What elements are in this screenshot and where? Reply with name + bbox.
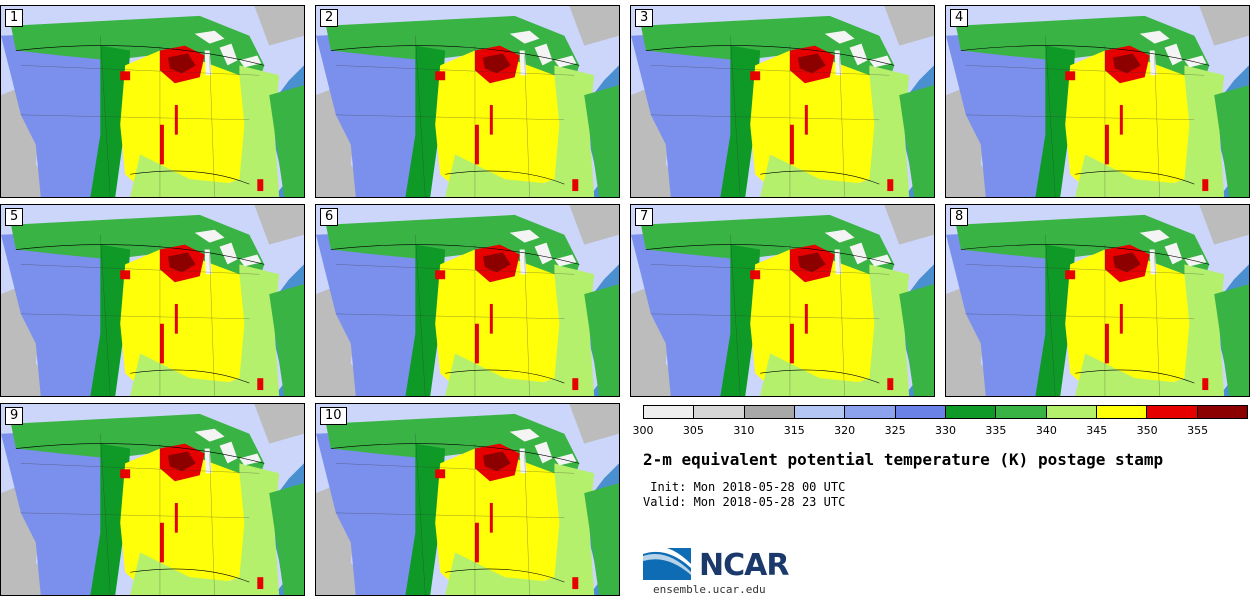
colorbar-box — [794, 406, 846, 418]
colorbar-tick-label: 330 — [935, 424, 956, 437]
colorbar-box — [1197, 406, 1247, 418]
colorbar-tick-label: 300 — [632, 424, 654, 437]
colorbar-tick-label: 335 — [985, 424, 1007, 437]
colorbar-box — [895, 406, 946, 418]
member-number-label: 4 — [950, 9, 969, 27]
colorbar-tick-label: 320 — [834, 424, 856, 437]
member-number-label: 6 — [320, 208, 339, 226]
postage-stamp-member-3[interactable]: 3 — [630, 5, 935, 198]
colorbar-box — [744, 406, 795, 418]
init-time: Init: Mon 2018-05-28 00 UTC — [643, 480, 846, 494]
colorbar-tick-label: 310 — [733, 424, 755, 437]
postage-stamp-member-6[interactable]: 6 — [315, 204, 620, 397]
colorbar-tick-label: 315 — [783, 424, 805, 437]
member-number-label: 7 — [635, 208, 654, 226]
postage-stamp-member-1[interactable]: 1 — [0, 5, 305, 198]
map-image — [631, 6, 934, 197]
map-image — [1, 6, 304, 197]
colorbar-box — [845, 406, 896, 418]
postage-stamp-member-5[interactable]: 5 — [0, 204, 305, 397]
valid-time: Valid: Mon 2018-05-28 23 UTC — [643, 495, 846, 509]
map-image — [316, 6, 619, 197]
colorbar-box — [644, 406, 695, 418]
ncar-logo-icon — [643, 546, 691, 580]
figure-title: 2-m equivalent potential temperature (K)… — [643, 450, 1164, 469]
map-image — [946, 6, 1249, 197]
postage-stamp-member-8[interactable]: 8 — [945, 204, 1250, 397]
colorbar-tick-label: 340 — [1035, 424, 1057, 437]
postage-stamp-member-9[interactable]: 9 — [0, 403, 305, 596]
postage-stamp-member-4[interactable]: 4 — [945, 5, 1250, 198]
postage-stamp-member-10[interactable]: 10 — [315, 403, 620, 596]
map-image — [316, 205, 619, 396]
ncar-logo-text: NCAR — [699, 548, 789, 583]
colorbar-ticks: 300 305 310 315 320 325 330 335 340 345 350 355 — [633, 424, 1248, 440]
colorbar-tick-label: 345 — [1086, 424, 1108, 437]
member-number-label: 5 — [5, 208, 24, 226]
member-number-label: 8 — [950, 208, 969, 226]
map-image — [316, 404, 619, 595]
colorbar-box — [1096, 406, 1148, 418]
postage-stamp-member-7[interactable]: 7 — [630, 204, 935, 397]
postage-stamp-member-2[interactable]: 2 — [315, 5, 620, 198]
member-number-label: 1 — [5, 9, 24, 27]
colorbar-box — [1147, 406, 1198, 418]
colorbar-tick-label: 355 — [1187, 424, 1209, 437]
colorbar — [643, 405, 1248, 419]
member-number-label: 2 — [320, 9, 339, 27]
website-url[interactable]: ensemble.ucar.edu — [653, 583, 766, 596]
colorbar-box — [694, 406, 745, 418]
member-number-label: 10 — [320, 407, 347, 425]
map-image — [631, 205, 934, 396]
colorbar-tick-label: 325 — [884, 424, 906, 437]
colorbar-tick-label: 350 — [1136, 424, 1158, 437]
map-image — [946, 205, 1249, 396]
colorbar-box — [945, 406, 997, 418]
colorbar-tick-label: 305 — [682, 424, 704, 437]
colorbar-box — [996, 406, 1047, 418]
map-image — [1, 404, 304, 595]
member-number-label: 9 — [5, 407, 24, 425]
colorbar-box — [1046, 406, 1097, 418]
map-image — [1, 205, 304, 396]
member-number-label: 3 — [635, 9, 654, 27]
